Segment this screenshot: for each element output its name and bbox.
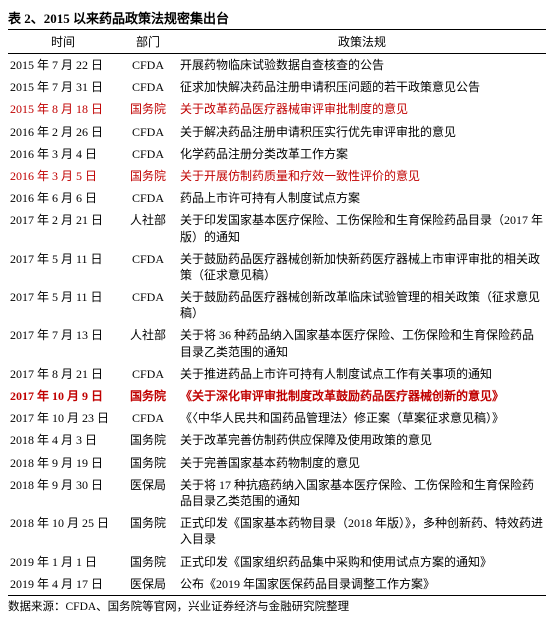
cell-dept: CFDA <box>118 121 178 143</box>
table-row: 2018 年 9 月 19 日国务院关于完善国家基本药物制度的意见 <box>8 452 546 474</box>
cell-policy: 开展药物临床试验数据自查核查的公告 <box>178 54 546 77</box>
table-row: 2017 年 2 月 21 日人社部关于印发国家基本医疗保险、工伤保险和生育保险… <box>8 209 546 247</box>
cell-dept: 国务院 <box>118 429 178 451</box>
cell-dept: 人社部 <box>118 324 178 362</box>
table-row: 2019 年 4 月 17 日医保局公布《2019 年国家医保药品目录调整工作方… <box>8 573 546 596</box>
header-row: 时间 部门 政策法规 <box>8 30 546 54</box>
cell-dept: 国务院 <box>118 98 178 120</box>
policy-table: 时间 部门 政策法规 2015 年 7 月 22 日CFDA开展药物临床试验数据… <box>8 29 546 596</box>
table-row: 2018 年 9 月 30 日医保局关于将 17 种抗癌药纳入国家基本医疗保险、… <box>8 474 546 512</box>
table-row: 2016 年 6 月 6 日CFDA药品上市许可持有人制度试点方案 <box>8 187 546 209</box>
cell-dept: 国务院 <box>118 385 178 407</box>
col-time: 时间 <box>8 30 118 54</box>
cell-time: 2015 年 7 月 31 日 <box>8 76 118 98</box>
cell-policy: 关于改革完善仿制药供应保障及使用政策的意见 <box>178 429 546 451</box>
cell-time: 2017 年 2 月 21 日 <box>8 209 118 247</box>
cell-policy: 《关于深化审评审批制度改革鼓励药品医疗器械创新的意见》 <box>178 385 546 407</box>
cell-policy: 公布《2019 年国家医保药品目录调整工作方案》 <box>178 573 546 596</box>
cell-dept: CFDA <box>118 407 178 429</box>
table-row: 2016 年 3 月 5 日国务院关于开展仿制药质量和疗效一致性评价的意见 <box>8 165 546 187</box>
cell-dept: 国务院 <box>118 452 178 474</box>
cell-dept: CFDA <box>118 286 178 324</box>
cell-dept: 医保局 <box>118 474 178 512</box>
cell-time: 2016 年 2 月 26 日 <box>8 121 118 143</box>
cell-policy: 正式印发《国家组织药品集中采购和使用试点方案的通知》 <box>178 551 546 573</box>
cell-dept: CFDA <box>118 187 178 209</box>
cell-time: 2017 年 10 月 23 日 <box>8 407 118 429</box>
table-title: 表 2、2015 以来药品政策法规密集出台 <box>8 8 546 27</box>
cell-policy: 关于推进药品上市许可持有人制度试点工作有关事项的通知 <box>178 363 546 385</box>
table-row: 2017 年 10 月 9 日国务院《关于深化审评审批制度改革鼓励药品医疗器械创… <box>8 385 546 407</box>
cell-policy: 关于完善国家基本药物制度的意见 <box>178 452 546 474</box>
table-body: 2015 年 7 月 22 日CFDA开展药物临床试验数据自查核查的公告2015… <box>8 54 546 596</box>
cell-dept: 国务院 <box>118 512 178 550</box>
cell-dept: CFDA <box>118 76 178 98</box>
cell-time: 2016 年 3 月 5 日 <box>8 165 118 187</box>
cell-policy: 关于将 17 种抗癌药纳入国家基本医疗保险、工伤保险和生育保险药品目录乙类范围的… <box>178 474 546 512</box>
cell-time: 2017 年 5 月 11 日 <box>8 248 118 286</box>
cell-time: 2017 年 7 月 13 日 <box>8 324 118 362</box>
cell-dept: 国务院 <box>118 165 178 187</box>
cell-time: 2015 年 7 月 22 日 <box>8 54 118 77</box>
cell-time: 2019 年 4 月 17 日 <box>8 573 118 596</box>
table-row: 2015 年 7 月 31 日CFDA征求加快解决药品注册申请积压问题的若干政策… <box>8 76 546 98</box>
table-row: 2015 年 8 月 18 日国务院关于改革药品医疗器械审评审批制度的意见 <box>8 98 546 120</box>
cell-policy: 关于鼓励药品医疗器械创新改革临床试验管理的相关政策（征求意见稿） <box>178 286 546 324</box>
cell-time: 2017 年 5 月 11 日 <box>8 286 118 324</box>
cell-policy: 正式印发《国家基本药物目录（2018 年版）》，多种创新药、特效药进入目录 <box>178 512 546 550</box>
table-row: 2018 年 10 月 25 日国务院正式印发《国家基本药物目录（2018 年版… <box>8 512 546 550</box>
cell-policy: 关于解决药品注册申请积压实行优先审评审批的意见 <box>178 121 546 143</box>
cell-time: 2016 年 3 月 4 日 <box>8 143 118 165</box>
cell-time: 2017 年 8 月 21 日 <box>8 363 118 385</box>
cell-dept: CFDA <box>118 248 178 286</box>
cell-time: 2018 年 9 月 30 日 <box>8 474 118 512</box>
cell-time: 2018 年 9 月 19 日 <box>8 452 118 474</box>
cell-dept: CFDA <box>118 363 178 385</box>
cell-policy: 《〈中华人民共和国药品管理法〉修正案（草案征求意见稿）》 <box>178 407 546 429</box>
cell-time: 2015 年 8 月 18 日 <box>8 98 118 120</box>
cell-dept: CFDA <box>118 54 178 77</box>
table-row: 2017 年 8 月 21 日CFDA关于推进药品上市许可持有人制度试点工作有关… <box>8 363 546 385</box>
table-row: 2015 年 7 月 22 日CFDA开展药物临床试验数据自查核查的公告 <box>8 54 546 77</box>
cell-time: 2017 年 10 月 9 日 <box>8 385 118 407</box>
cell-policy: 关于开展仿制药质量和疗效一致性评价的意见 <box>178 165 546 187</box>
table-row: 2017 年 10 月 23 日CFDA《〈中华人民共和国药品管理法〉修正案（草… <box>8 407 546 429</box>
cell-policy: 药品上市许可持有人制度试点方案 <box>178 187 546 209</box>
table-row: 2017 年 7 月 13 日人社部关于将 36 种药品纳入国家基本医疗保险、工… <box>8 324 546 362</box>
col-dept: 部门 <box>118 30 178 54</box>
table-row: 2017 年 5 月 11 日CFDA关于鼓励药品医疗器械创新改革临床试验管理的… <box>8 286 546 324</box>
cell-time: 2016 年 6 月 6 日 <box>8 187 118 209</box>
table-row: 2018 年 4 月 3 日国务院关于改革完善仿制药供应保障及使用政策的意见 <box>8 429 546 451</box>
data-source: 数据来源：CFDA、国务院等官网，兴业证券经济与金融研究院整理 <box>8 598 546 614</box>
cell-time: 2018 年 10 月 25 日 <box>8 512 118 550</box>
table-row: 2017 年 5 月 11 日CFDA关于鼓励药品医疗器械创新加快新药医疗器械上… <box>8 248 546 286</box>
cell-time: 2019 年 1 月 1 日 <box>8 551 118 573</box>
cell-dept: CFDA <box>118 143 178 165</box>
cell-policy: 化学药品注册分类改革工作方案 <box>178 143 546 165</box>
cell-dept: 国务院 <box>118 551 178 573</box>
cell-dept: 医保局 <box>118 573 178 596</box>
cell-policy: 关于印发国家基本医疗保险、工伤保险和生育保险药品目录（2017 年版）的通知 <box>178 209 546 247</box>
cell-dept: 人社部 <box>118 209 178 247</box>
cell-policy: 关于将 36 种药品纳入国家基本医疗保险、工伤保险和生育保险药品目录乙类范围的通… <box>178 324 546 362</box>
col-policy: 政策法规 <box>178 30 546 54</box>
table-row: 2019 年 1 月 1 日国务院正式印发《国家组织药品集中采购和使用试点方案的… <box>8 551 546 573</box>
cell-policy: 关于鼓励药品医疗器械创新加快新药医疗器械上市审评审批的相关政策（征求意见稿） <box>178 248 546 286</box>
table-row: 2016 年 2 月 26 日CFDA关于解决药品注册申请积压实行优先审评审批的… <box>8 121 546 143</box>
table-row: 2016 年 3 月 4 日CFDA化学药品注册分类改革工作方案 <box>8 143 546 165</box>
cell-policy: 征求加快解决药品注册申请积压问题的若干政策意见公告 <box>178 76 546 98</box>
cell-time: 2018 年 4 月 3 日 <box>8 429 118 451</box>
cell-policy: 关于改革药品医疗器械审评审批制度的意见 <box>178 98 546 120</box>
